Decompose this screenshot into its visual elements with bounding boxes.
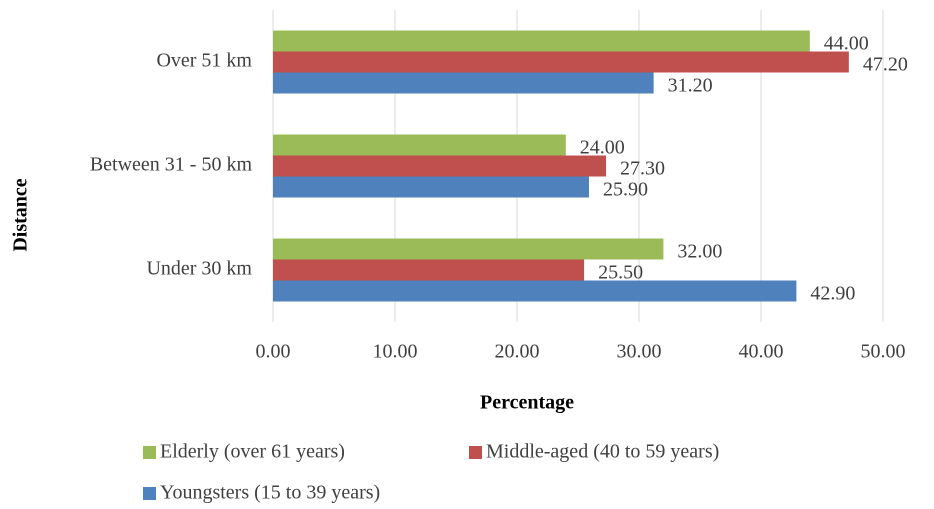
- bar: [273, 51, 849, 73]
- y-tick-label: Under 30 km: [146, 258, 252, 280]
- value-label: 42.90: [810, 283, 855, 305]
- bar: [273, 30, 810, 52]
- x-tick-label: 10.00: [373, 341, 418, 363]
- y-tick-label: Between 31 - 50 km: [90, 154, 253, 176]
- bar: [273, 155, 607, 177]
- legend-swatch: [143, 487, 156, 500]
- legend-swatch: [469, 446, 482, 459]
- x-tick-label: 0.00: [256, 341, 291, 363]
- bar: [273, 72, 654, 94]
- legend-label: Middle-aged (40 to 59 years): [486, 441, 719, 463]
- legend-label: Elderly (over 61 years): [160, 441, 345, 463]
- value-label: 27.30: [620, 158, 665, 180]
- value-label: 44.00: [824, 33, 869, 55]
- legend-swatch: [143, 446, 156, 459]
- x-tick-label: 40.00: [739, 341, 784, 363]
- bar: [273, 259, 585, 281]
- x-tick-label: 30.00: [617, 341, 662, 363]
- x-tick-label: 50.00: [861, 341, 906, 363]
- x-axis-title: Percentage: [480, 392, 574, 414]
- y-tick-label: Over 51 km: [156, 50, 252, 72]
- bar: [273, 176, 589, 198]
- value-label: 25.90: [603, 179, 648, 201]
- value-label: 25.50: [598, 262, 643, 284]
- bar: [273, 238, 664, 260]
- value-label: 31.20: [668, 75, 713, 97]
- bar: [273, 280, 797, 302]
- x-tick-label: 20.00: [495, 341, 540, 363]
- value-label: 47.20: [863, 54, 908, 76]
- y-axis-title: Distance: [10, 178, 32, 251]
- legend-label: Youngsters (15 to 39 years): [160, 482, 380, 504]
- value-label: 24.00: [580, 137, 625, 159]
- bar: [273, 134, 566, 156]
- value-label: 32.00: [677, 241, 722, 263]
